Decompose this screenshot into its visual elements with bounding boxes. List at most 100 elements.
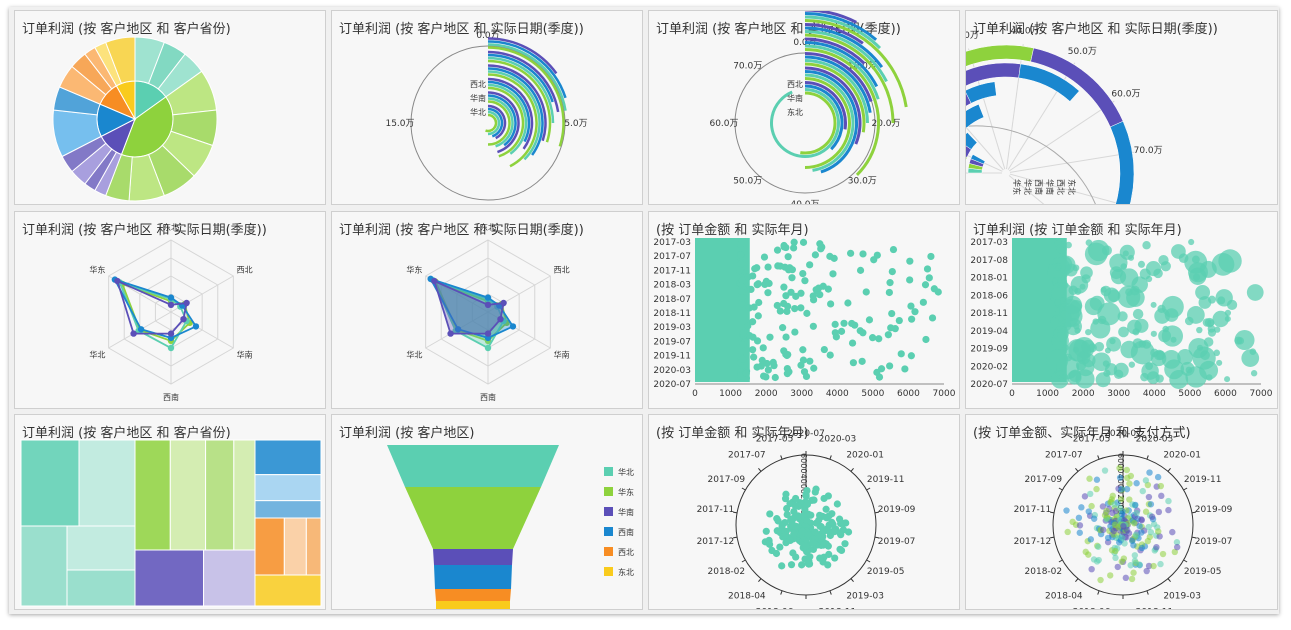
radial-bar-chart[interactable]: 0.0万10.0万20.0万30.0万40.0万50.0万60.0万70.0万西… <box>649 11 960 205</box>
chart-title: (按 订单金额 和 实际年月) <box>656 426 809 441</box>
radial-bar-arc <box>487 91 520 154</box>
polar-point <box>787 561 796 569</box>
polar-point <box>804 530 812 539</box>
scatter-point <box>780 283 788 291</box>
radar-series-line <box>115 279 188 335</box>
polar-point <box>828 518 836 527</box>
polar-point <box>1148 513 1156 520</box>
polar-point <box>837 546 846 555</box>
chart-panel-polar-scatter[interactable]: (按 订单金额 和 实际年月) 2020-07 2020-03 2020-01 201… <box>648 414 960 610</box>
bubble-point <box>1224 315 1231 322</box>
polar-point <box>1155 528 1162 535</box>
chart-panel-scatter[interactable]: (按 订单金额 和 实际年月) 0 1000 2000 3000 4000 5000 600… <box>648 211 960 409</box>
grid-spoke <box>1009 173 1123 204</box>
angle-tick-label: 2020-07 <box>1104 429 1142 439</box>
polar-point <box>841 540 849 548</box>
radar-point <box>484 344 492 352</box>
scatter-point <box>897 350 905 358</box>
scatter-point <box>744 322 752 330</box>
angle-tick-label: 50.0万 <box>1068 47 1097 57</box>
treemap-cell <box>254 574 322 607</box>
radial-tick-label: 60.0万 <box>709 119 738 129</box>
scatter-point <box>810 364 818 372</box>
radial-bar-arc <box>487 80 531 143</box>
chart-panel-sunburst[interactable]: 订单利润 (按 客户地区 和 客户省份) <box>14 10 326 205</box>
chart-panel-radial-bar-2[interactable]: 订单利润 (按 客户地区 和 实际日期(季度)) 0.0万 10.0万 20.0万 3… <box>648 10 960 205</box>
scatter-point <box>847 249 855 257</box>
angle-tick-label: 2017-05 <box>756 435 794 445</box>
scatter-point <box>764 289 772 297</box>
polar-point <box>802 542 810 550</box>
polar-point <box>824 542 832 550</box>
scatter-point <box>888 267 896 276</box>
radial-bar-arc <box>487 70 541 161</box>
chart-title: 订单利润 (按 客户地区 和 实际日期(季度)) <box>22 223 267 238</box>
treemap-cell <box>305 517 322 576</box>
angle-tick <box>829 455 832 460</box>
polar-point <box>1156 533 1163 540</box>
y-tick-label: 2019-03 <box>653 323 691 333</box>
treemap-cell <box>20 439 80 527</box>
polar-stacked-segment <box>966 132 978 150</box>
chart-panel-funnel[interactable]: 订单利润 (按 客户地区) 华北 华东 华南 西南 西北 东北 <box>331 414 643 610</box>
radial-bar-arc <box>804 23 864 45</box>
polar-point <box>1133 480 1140 487</box>
polar-point <box>1076 529 1083 536</box>
radial-bar-arc <box>487 77 534 150</box>
scatter-point <box>749 318 757 326</box>
polar-point <box>1128 537 1136 545</box>
bubble-point <box>1085 328 1092 336</box>
polar-point <box>1147 529 1155 536</box>
chart-panel-bubble[interactable]: 订单利润 (按 订单金额 和 实际年月) 0 1000 2000 3000 4000 50… <box>965 211 1278 409</box>
radar-axis-label: 华东 <box>89 265 105 275</box>
treemap-chart[interactable] <box>15 415 326 610</box>
scatter-chart[interactable]: 0 1000 2000 3000 4000 5000 6000 7000 2017-03 2017… <box>649 212 960 409</box>
chart-panel-radial-bar-1[interactable]: 订单利润 (按 客户地区 和 实际日期(季度)) 0.0万5.0万10.0万15… <box>331 10 643 205</box>
chart-panel-polar-scatter-multi[interactable]: (按 订单金额、实际年月 和 支付方式) 2020-07 2020-03 2020-… <box>965 414 1278 610</box>
grid-spoke <box>1009 151 1135 173</box>
sunburst-chart[interactable] <box>15 11 326 205</box>
radial-bar-arc <box>804 37 866 65</box>
funnel-segment <box>435 589 511 601</box>
scatter-point <box>779 324 787 332</box>
radar-point <box>167 294 175 301</box>
scatter-point <box>738 300 746 308</box>
bubble-point <box>1146 371 1160 384</box>
angle-tick-label: 2019-09 <box>878 505 916 515</box>
x-tick-label: 3000 <box>1107 389 1130 399</box>
chart-panel-treemap[interactable]: 订单利润 (按 客户地区 和 客户省份) <box>14 414 326 610</box>
legend-swatch <box>604 547 613 556</box>
bubble-point <box>1184 316 1194 326</box>
radar-axis-label: 西南 <box>480 392 496 402</box>
radar-point <box>114 277 121 285</box>
scatter-point <box>769 358 777 366</box>
polar-point <box>1159 550 1167 558</box>
bubble-point <box>1097 302 1121 326</box>
scatter-point <box>907 352 915 360</box>
radial-bar-arc <box>804 52 873 102</box>
funnel-segment <box>405 487 541 549</box>
chart-panel-radar[interactable]: 订单利润 (按 客户地区 和 实际日期(季度)) 东北 西北 华南 西南 华北 华东 <box>14 211 326 409</box>
scatter-point <box>806 357 814 365</box>
polar-stacked-bar-chart[interactable]: 0.0万10.0万20.0万30.0万40.0万50.0万60.0万70.0万8… <box>966 11 1278 205</box>
category-label: 西北 <box>1056 179 1065 195</box>
polar-point <box>1136 561 1143 568</box>
bubble-point <box>1212 310 1229 328</box>
bubble-point <box>1088 239 1110 262</box>
polar-point <box>1171 548 1179 556</box>
angle-tick <box>1183 487 1188 491</box>
radial-bar-arc <box>804 48 880 177</box>
chart-panel-polar-stacked[interactable]: 订单利润 (按 客户地区 和 实际日期(季度)) 0.0万10.0万20.0万3… <box>965 10 1278 205</box>
chart-title: (按 订单金额、实际年月 和 支付方式) <box>973 426 1191 441</box>
radial-bar-arc <box>487 97 514 148</box>
bubble-chart[interactable]: 0 1000 2000 3000 4000 5000 6000 7000 2017-03 2017… <box>966 212 1278 409</box>
polar-point <box>1154 473 1162 481</box>
polar-point <box>824 492 832 500</box>
chart-panel-radar-filled[interactable]: 订单利润 (按 客户地区 和 实际日期(季度)) 东北 西北 华南 西南 华北 华东 <box>331 211 643 409</box>
